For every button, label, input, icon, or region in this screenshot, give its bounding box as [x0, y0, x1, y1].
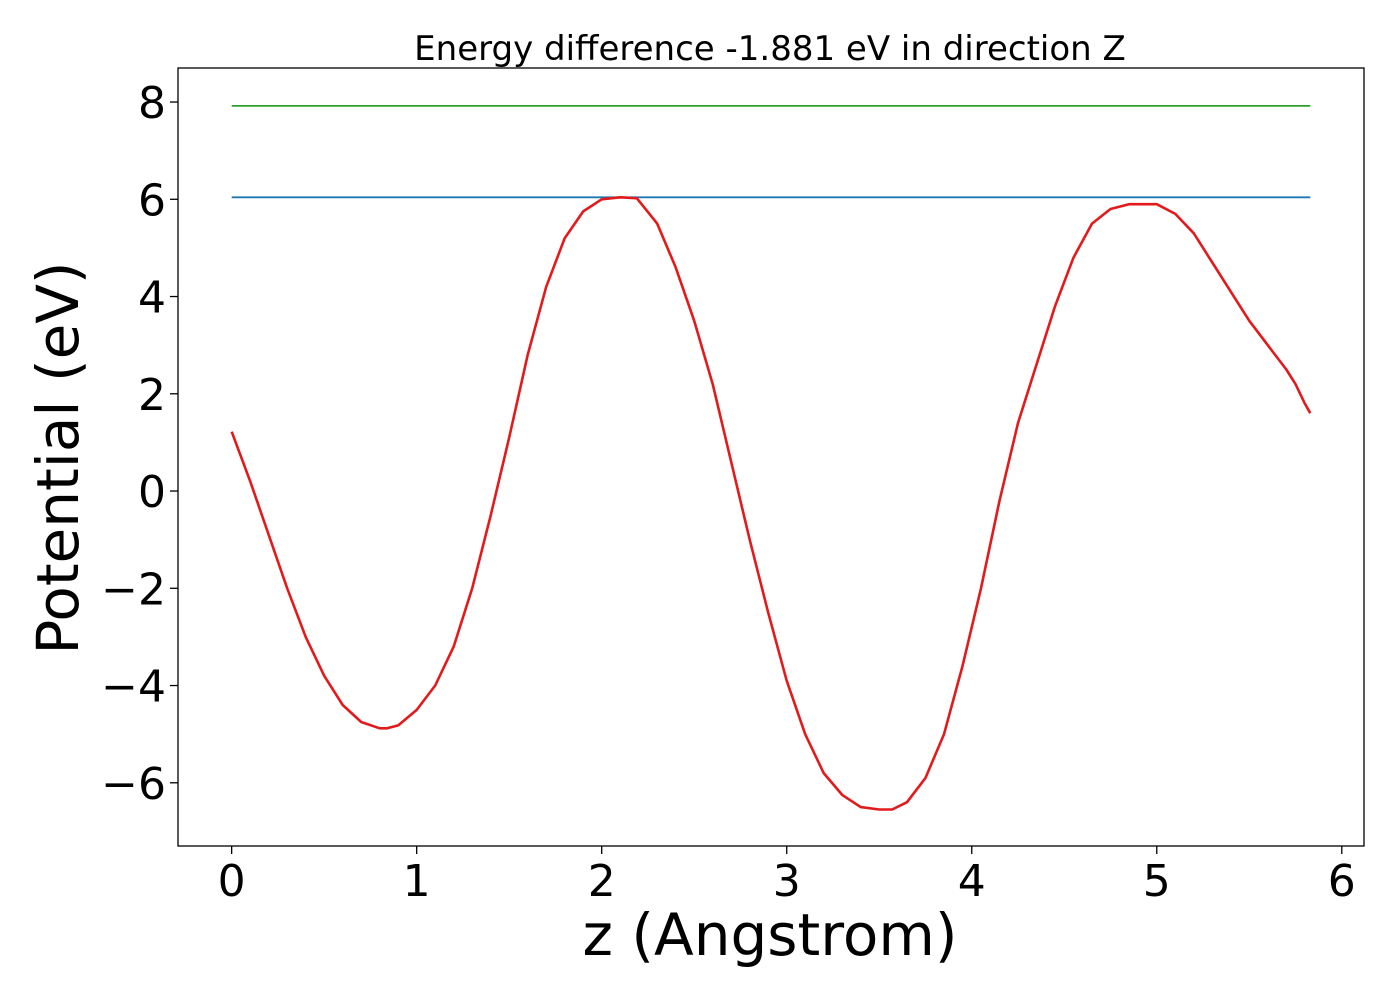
- x-tick-label: 3: [773, 856, 801, 907]
- y-axis-ticks: −6 −4 −2 0 2 4 6 8: [101, 78, 178, 810]
- y-tick-label: 2: [138, 370, 166, 421]
- x-tick-label: 4: [958, 856, 986, 907]
- series-lines: [230, 105, 1312, 811]
- x-tick-label: 1: [403, 856, 431, 907]
- x-axis-label: z (Angstrom): [583, 901, 958, 969]
- x-axis-ticks: 0 1 2 3 4 5 6: [218, 846, 1356, 907]
- y-tick-label: −2: [101, 564, 166, 615]
- y-tick-label: 6: [138, 175, 166, 226]
- y-tick-label: −4: [101, 662, 166, 713]
- series-line-potential: [230, 196, 1312, 811]
- x-tick-label: 0: [218, 856, 246, 907]
- chart-title: Energy difference -1.881 eV in direction…: [414, 29, 1126, 69]
- x-tick-label: 6: [1328, 856, 1356, 907]
- y-tick-label: −6: [101, 759, 166, 810]
- y-tick-label: 0: [138, 467, 166, 518]
- x-tick-label: 2: [588, 856, 616, 907]
- plot-frame: [177, 67, 1365, 847]
- x-tick-label: 5: [1143, 856, 1171, 907]
- y-tick-label: 8: [138, 78, 166, 129]
- y-tick-label: 4: [138, 273, 166, 324]
- y-axis-label: Potential (eV): [24, 261, 92, 654]
